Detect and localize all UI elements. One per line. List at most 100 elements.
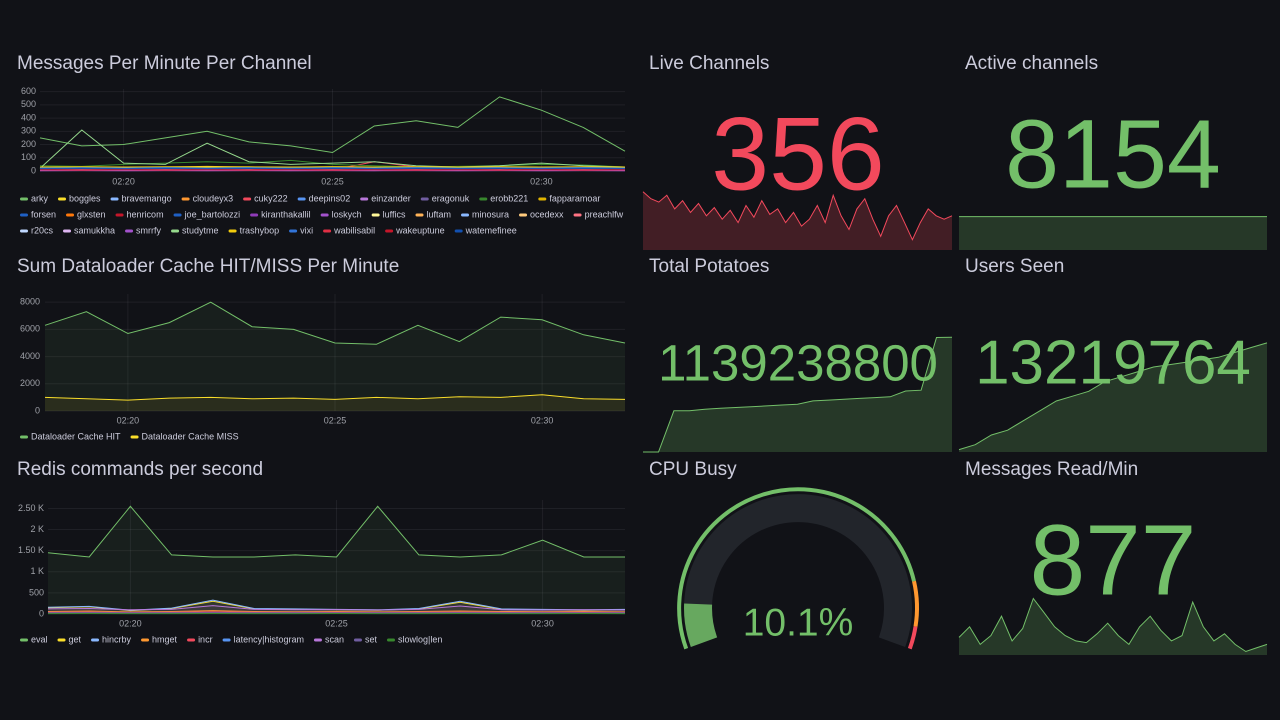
legend-swatch — [130, 435, 139, 439]
legend-swatch — [461, 213, 470, 217]
sparkline — [958, 597, 1268, 653]
legend-swatch — [228, 229, 237, 233]
legend-swatch — [360, 197, 369, 201]
legend-label: deepins02 — [309, 193, 351, 203]
y-tick-label: 1 K — [30, 566, 44, 576]
legend-label: wakeuptune — [395, 225, 445, 235]
threshold-band — [912, 580, 919, 627]
legend-swatch — [57, 638, 66, 642]
sparkline — [643, 336, 953, 453]
legend-swatch — [573, 213, 582, 217]
legend-swatch — [385, 229, 394, 233]
legend-swatch — [538, 197, 547, 201]
sparkline — [958, 342, 1268, 451]
legend-swatch — [454, 229, 463, 233]
sparkline-area — [643, 191, 952, 250]
legend-label: boggles — [69, 193, 101, 203]
legend-label: get — [69, 634, 82, 644]
legend-swatch — [110, 197, 119, 201]
legend-swatch — [58, 197, 67, 201]
x-tick-label: 02:20 — [117, 415, 140, 425]
series-area — [48, 600, 625, 614]
legend-label: luffics — [383, 209, 406, 219]
panel-title: CPU Busy — [649, 459, 737, 480]
panel-title: Messages Per Minute Per Channel — [17, 53, 312, 74]
legend-label: cloudeyx3 — [193, 193, 234, 203]
legend-swatch — [63, 229, 72, 233]
y-tick-label: 600 — [21, 86, 36, 96]
legend-swatch — [289, 229, 298, 233]
legend-swatch — [250, 213, 259, 217]
legend-label: set — [365, 634, 378, 644]
legend-label: minosura — [472, 209, 509, 219]
legend-label: latency|histogram — [234, 634, 304, 644]
legend-label: henricom — [127, 209, 164, 219]
legend-label: scan — [325, 634, 344, 644]
x-tick-label: 02:20 — [112, 176, 135, 186]
y-tick-label: 2000 — [20, 378, 40, 388]
legend-label: samukkha — [74, 225, 115, 235]
legend-label: incr — [198, 634, 213, 644]
panel-title: Users Seen — [965, 256, 1064, 277]
sparkline-area — [959, 598, 1267, 655]
panel-title: Live Channels — [649, 53, 769, 74]
y-tick-label: 6000 — [20, 324, 40, 334]
y-tick-label: 0 — [35, 405, 40, 415]
legend-label: vixi — [300, 225, 313, 235]
legend-label: arky — [31, 193, 49, 203]
sparkline-area — [643, 337, 952, 452]
x-tick-label: 02:25 — [324, 415, 347, 425]
legend-swatch — [115, 213, 124, 217]
sparkline-area — [959, 216, 1267, 250]
series-area — [45, 394, 625, 411]
stat-value: 8154 — [1005, 100, 1221, 209]
legend-label: luftam — [427, 209, 452, 219]
y-tick-label: 8000 — [20, 297, 40, 307]
legend-swatch — [320, 213, 329, 217]
legend-label: hmget — [152, 634, 178, 644]
legend-swatch — [243, 197, 252, 201]
x-tick-label: 02:30 — [531, 415, 554, 425]
legend-label: loskych — [332, 209, 362, 219]
legend-swatch — [91, 638, 100, 642]
legend-label: slowlog|len — [398, 634, 442, 644]
legend-label: joe_bartolozzi — [184, 209, 241, 219]
legend-label: glxsten — [77, 209, 106, 219]
stat-value: 356 — [711, 96, 885, 212]
panel-title: Redis commands per second — [17, 459, 263, 480]
series-line — [47, 505, 625, 558]
legend-label: kiranthakallil — [261, 209, 311, 219]
x-tick-label: 02:25 — [321, 176, 344, 186]
y-tick-label: 200 — [21, 139, 36, 149]
legend-label: erobb221 — [490, 193, 528, 203]
panel-title: Active channels — [965, 53, 1098, 74]
legend-label: studytme — [182, 225, 219, 235]
legend-swatch — [20, 435, 28, 439]
y-tick-label: 2 K — [30, 524, 44, 534]
sparkline — [642, 191, 953, 241]
gauge-value: 10.1% — [743, 601, 854, 644]
x-tick-label: 02:30 — [531, 618, 554, 628]
series-line — [47, 610, 626, 613]
legend-swatch — [323, 229, 332, 233]
threshold-band — [677, 487, 916, 650]
legend-swatch — [479, 197, 488, 201]
legend-swatch — [420, 197, 429, 201]
y-tick-label: 0 — [31, 165, 36, 175]
gauge-fill — [684, 603, 718, 647]
legend-swatch — [222, 638, 231, 642]
legend-swatch — [519, 213, 528, 217]
legend-label: wabilisabil — [333, 225, 375, 235]
legend-label: hincrby — [102, 634, 132, 644]
sparkline-area — [959, 342, 1267, 452]
panel-title: Messages Read/Min — [965, 459, 1138, 480]
legend-label: fapparamoar — [549, 193, 600, 203]
panel-title: Total Potatoes — [649, 256, 769, 277]
series-line — [44, 301, 626, 345]
y-tick-label: 500 — [21, 99, 36, 109]
legend-label: einzander — [371, 193, 411, 203]
legend-swatch — [66, 213, 75, 217]
stat-value: 1139238800 — [658, 334, 938, 391]
legend-swatch — [181, 197, 190, 201]
